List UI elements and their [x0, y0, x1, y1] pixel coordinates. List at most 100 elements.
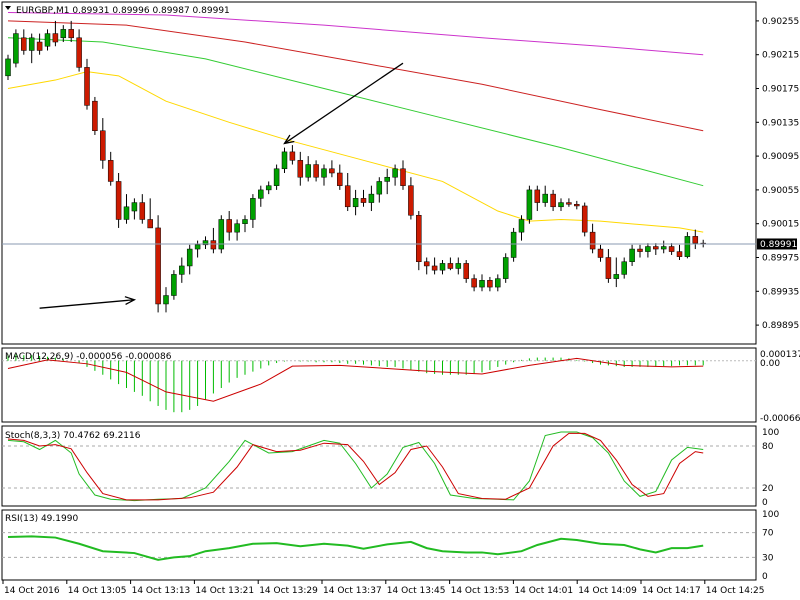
macd-label: MACD(12,26,9) -0.000056 -0.000086 — [5, 352, 172, 362]
candle-body — [36, 41, 43, 51]
candle-body — [115, 181, 122, 220]
candle-body — [13, 33, 19, 64]
candle-body — [131, 202, 138, 212]
candle-body — [344, 185, 351, 208]
candle-body — [281, 151, 288, 170]
candle-body — [502, 257, 509, 279]
candle-body — [645, 246, 651, 252]
time-tick-label: 14 Oct 14:01 — [514, 586, 573, 596]
current-price-tag — [757, 238, 797, 250]
candle-body — [629, 248, 635, 262]
time-tick-label: 14 Oct 14:09 — [578, 586, 637, 596]
candle-body — [368, 193, 375, 203]
chevron-down-icon[interactable] — [5, 6, 11, 10]
candle-body — [479, 280, 485, 288]
candle-body — [171, 274, 177, 296]
price-axis: 0.90255 0.90215 0.90175 0.90135 0.90095 0.900… — [756, 17, 799, 331]
price-tick-label: 0.90055 — [762, 186, 799, 196]
candle-body — [463, 263, 469, 279]
time-tick-label: 14 Oct 13:21 — [195, 586, 254, 596]
time-tick-label: 14 Oct 13:13 — [132, 586, 191, 596]
candle-body — [423, 261, 430, 267]
candle-body — [510, 231, 517, 258]
candle-body — [653, 246, 659, 250]
macd-scale-zero: 0.00 — [760, 359, 780, 369]
current-price-value: 0.89991 — [760, 240, 797, 250]
price-tick-label: 0.90255 — [762, 17, 799, 27]
time-tick-label: 14 Oct 13:29 — [259, 586, 318, 596]
candle-body — [566, 202, 572, 205]
candle-body — [123, 206, 130, 220]
time-tick-label: 14 Oct 2016 — [4, 586, 60, 596]
candle-body — [313, 164, 319, 178]
time-tick-label: 14 Oct 13:45 — [387, 586, 446, 596]
time-axis: 14 Oct 2016 14 Oct 13:05 14 Oct 13:13 14 Oc… — [2, 580, 765, 596]
arrow-head — [124, 296, 137, 306]
candle-body — [107, 160, 114, 182]
rsi-label: RSI(13) 49.1990 — [5, 514, 78, 524]
stoch-pane[interactable] — [1, 425, 757, 507]
candle-body — [597, 248, 604, 258]
candle-body — [605, 257, 612, 279]
rsi-scale-label: 70 — [762, 529, 774, 539]
price-tick-label: 0.89935 — [762, 287, 799, 297]
stoch-signal-line — [7, 432, 704, 501]
stoch-scale-label: 80 — [762, 442, 774, 452]
rsi-line — [7, 535, 704, 561]
price-tick-label: 0.90175 — [762, 85, 799, 95]
macd-scale-bottom: -0.000668 — [760, 414, 800, 424]
candle-body — [273, 168, 280, 186]
candle-body — [589, 231, 596, 250]
candle-body — [392, 168, 398, 178]
candle-body — [637, 248, 643, 252]
candle-body — [329, 168, 335, 174]
price-pane[interactable] — [1, 1, 757, 345]
candle-body — [676, 251, 683, 257]
rsi-scale-label: 0 — [762, 572, 768, 582]
candle-body — [218, 219, 225, 250]
candle-body — [518, 219, 525, 233]
price-tick-label: 0.90135 — [762, 118, 799, 128]
candle-body — [186, 248, 193, 267]
candle-body — [305, 164, 311, 178]
candle-body — [668, 246, 675, 252]
stoch-main-line — [7, 431, 704, 502]
time-tick-label: 14 Oct 14:25 — [706, 586, 765, 596]
candle-body — [542, 193, 548, 203]
candle-body — [21, 37, 27, 51]
moving-average-line — [7, 37, 704, 187]
candle-body — [202, 240, 209, 246]
price-tick-label: 0.90215 — [762, 51, 799, 61]
candlesticks — [5, 20, 706, 313]
candle-body — [76, 37, 82, 68]
candle-body — [289, 151, 296, 161]
candle-body — [297, 160, 304, 178]
candle-body — [352, 198, 359, 208]
price-tick-label: 0.89895 — [762, 321, 799, 331]
candle-body — [621, 261, 627, 275]
stoch-scale: 100 80 20 0 — [762, 428, 779, 508]
candle-body — [487, 280, 493, 288]
price-tick-label: 0.89975 — [762, 254, 799, 264]
candle-body — [147, 219, 153, 229]
macd-indicator — [2, 354, 756, 413]
price-tick-label: 0.90015 — [762, 220, 799, 230]
time-tick-label: 14 Oct 13:53 — [451, 586, 510, 596]
candle-body — [321, 168, 327, 178]
candle-body — [439, 263, 446, 271]
candle-body — [495, 278, 501, 288]
candle-body — [526, 189, 533, 220]
price-tick-label: 0.90095 — [762, 152, 799, 162]
candle-body — [242, 219, 248, 224]
candle-body — [692, 236, 699, 244]
candle-body — [376, 181, 383, 195]
stochastic-indicator — [2, 431, 756, 502]
time-tick-label: 14 Oct 13:05 — [68, 586, 127, 596]
moving-average-line — [7, 20, 704, 132]
candle-body — [416, 215, 422, 262]
candle-body — [84, 67, 90, 106]
candle-body — [431, 265, 438, 271]
rsi-scale: 100 70 30 0 — [762, 510, 779, 582]
candle-body — [581, 205, 588, 233]
